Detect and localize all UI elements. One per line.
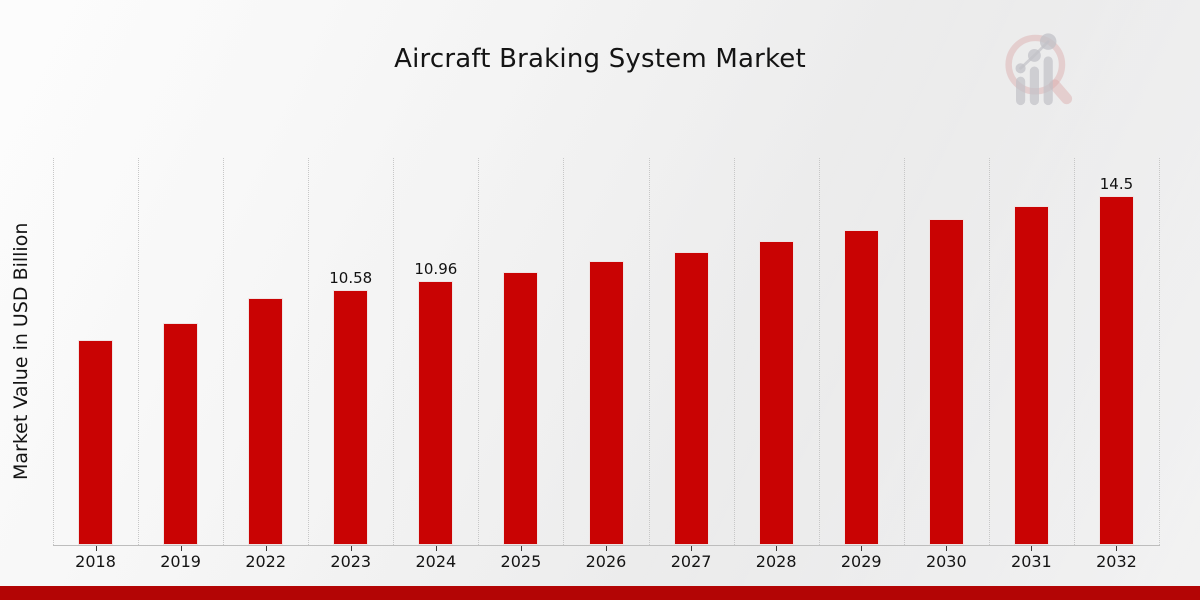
x-tick-label: 2029: [840, 552, 882, 571]
x-tick-label: 2026: [585, 552, 627, 571]
bar: [758, 241, 794, 545]
bar: [928, 219, 964, 545]
bar: [503, 272, 539, 545]
x-axis-tick: [95, 546, 97, 551]
gridline: [308, 158, 310, 545]
x-tick-label: 2024: [415, 552, 457, 571]
x-axis-tick: [265, 546, 267, 551]
x-axis-line: [53, 545, 1160, 546]
bar: [843, 230, 879, 545]
x-tick-label: 2019: [160, 552, 201, 571]
gridline: [53, 158, 54, 545]
x-axis-tick: [606, 546, 607, 551]
bar: [418, 281, 454, 545]
x-tick-label: 2030: [925, 552, 967, 571]
gridline: [138, 158, 140, 545]
y-axis-label: Market Value in USD Billion: [10, 222, 32, 481]
gridline: [1159, 158, 1160, 545]
x-axis-tick: [691, 546, 693, 551]
bar: [333, 290, 369, 545]
gridline: [393, 158, 395, 545]
x-axis-tick: [1116, 546, 1118, 551]
bar: [1013, 206, 1049, 545]
gridline: [478, 158, 480, 545]
gridline: [648, 158, 650, 545]
bar: [163, 323, 199, 545]
x-axis-tick: [520, 546, 522, 551]
x-axis-tick: [861, 546, 863, 551]
gridline: [1073, 158, 1075, 545]
bar-value-label: 10.96: [414, 260, 458, 278]
x-axis-tick: [946, 546, 948, 551]
bar: [673, 252, 709, 545]
x-axis-tick: [350, 546, 352, 551]
chart-title: Aircraft Braking System Market: [394, 44, 806, 74]
gridline: [563, 158, 565, 545]
x-tick-label: 2031: [1011, 552, 1052, 571]
x-axis-tick: [435, 546, 437, 551]
x-tick-label: 2032: [1096, 552, 1137, 571]
x-tick-label: 2023: [330, 552, 372, 571]
bar: [78, 340, 114, 545]
gridline: [903, 158, 905, 545]
gridline: [733, 158, 735, 545]
gridline: [223, 158, 225, 545]
x-tick-label: 2027: [670, 552, 712, 571]
x-axis-tick: [180, 546, 182, 551]
bottom-red-band: [0, 586, 1200, 600]
plot-area: [53, 158, 1160, 545]
bar: [588, 261, 624, 545]
bar: [248, 298, 284, 545]
magnifier-bar-chart-logo-icon: [1005, 33, 1073, 106]
x-axis-tick: [776, 546, 778, 551]
x-tick-label: 2025: [500, 552, 542, 571]
bar-value-label: 14.5: [1099, 175, 1134, 193]
bar-value-label: 10.58: [329, 269, 373, 287]
x-tick-label: 2028: [755, 552, 797, 571]
x-axis-tick: [1031, 546, 1033, 551]
x-tick-label: 2022: [245, 552, 287, 571]
x-tick-label: 2018: [75, 552, 116, 571]
bar: [1098, 196, 1134, 545]
gridline: [988, 158, 990, 545]
gridline: [818, 158, 820, 545]
